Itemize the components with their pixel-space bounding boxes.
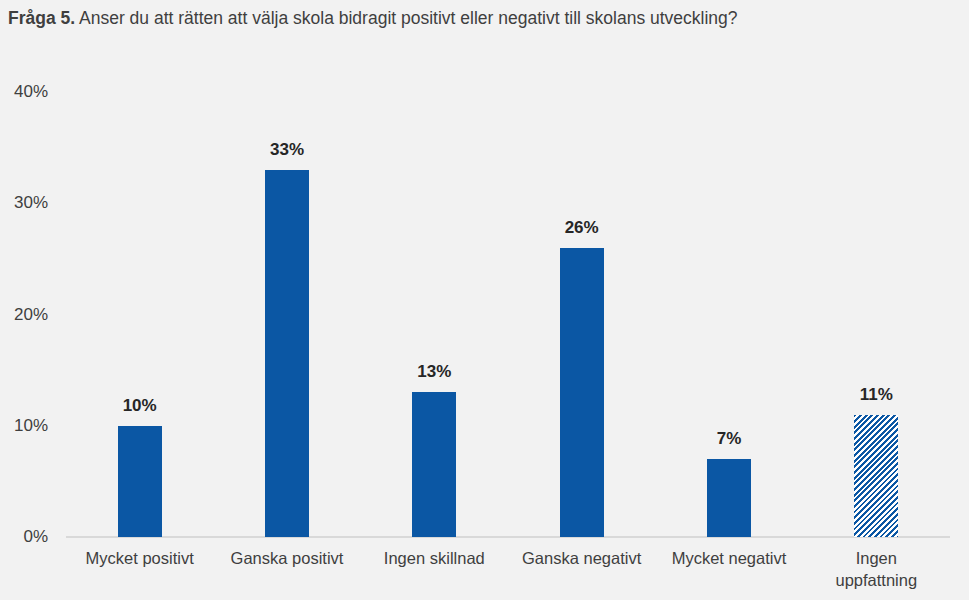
- value-label-mycket-positivt: 10%: [123, 396, 157, 416]
- y-tick-40: 40%: [14, 82, 48, 102]
- y-tick-0: 0%: [23, 527, 48, 547]
- chart-title: Fråga 5. Anser du att rätten att välja s…: [8, 6, 753, 30]
- bar-slot-ganska-positivt: 33%: [213, 92, 360, 537]
- x-label-ingen-skillnad: Ingen skillnad: [361, 547, 508, 569]
- y-axis: 0% 10% 20% 30% 40%: [0, 80, 50, 550]
- bar-ingen-uppfattning: [854, 415, 898, 537]
- x-label-mycket-negativt: Mycket negativt: [655, 547, 802, 569]
- y-tick-10: 10%: [14, 416, 48, 436]
- plot-area: 10% 33% 13% 26% 7% 11%: [66, 92, 950, 537]
- value-label-ganska-negativt: 26%: [565, 218, 599, 238]
- bar-slot-ingen-skillnad: 13%: [361, 92, 508, 537]
- x-label-ganska-positivt: Ganska positivt: [213, 547, 360, 569]
- bar-chart: 0% 10% 20% 30% 40% 10% 33% 13% 26% 7% 11% Mycket …: [0, 80, 969, 600]
- value-label-mycket-negativt: 7%: [717, 429, 742, 449]
- y-tick-30: 30%: [14, 193, 48, 213]
- bar-mycket-positivt: [118, 426, 162, 537]
- bar-ganska-positivt: [265, 170, 309, 537]
- title-question: Anser du att rätten att välja skola bidr…: [75, 8, 737, 28]
- bar-slot-mycket-negativt: 7%: [655, 92, 802, 537]
- value-label-ingen-skillnad: 13%: [417, 362, 451, 382]
- chart-page: Fråga 5. Anser du att rätten att välja s…: [0, 0, 969, 600]
- x-label-ganska-negativt: Ganska negativt: [508, 547, 655, 569]
- bar-slot-mycket-positivt: 10%: [66, 92, 213, 537]
- bar-slot-ganska-negativt: 26%: [508, 92, 655, 537]
- bar-mycket-negativt: [707, 459, 751, 537]
- title-prefix: Fråga 5.: [8, 8, 75, 28]
- value-label-ganska-positivt: 33%: [270, 140, 304, 160]
- bar-ingen-skillnad: [412, 392, 456, 537]
- bar-slot-ingen-uppfattning: 11%: [803, 92, 950, 537]
- x-axis-labels: Mycket positivtGanska positivtIngen skil…: [66, 547, 950, 597]
- x-label-ingen-uppfattning: Ingen uppfattning: [803, 547, 950, 591]
- x-label-mycket-positivt: Mycket positivt: [66, 547, 213, 569]
- y-tick-20: 20%: [14, 305, 48, 325]
- value-label-ingen-uppfattning: 11%: [860, 385, 893, 405]
- bar-ganska-negativt: [560, 248, 604, 537]
